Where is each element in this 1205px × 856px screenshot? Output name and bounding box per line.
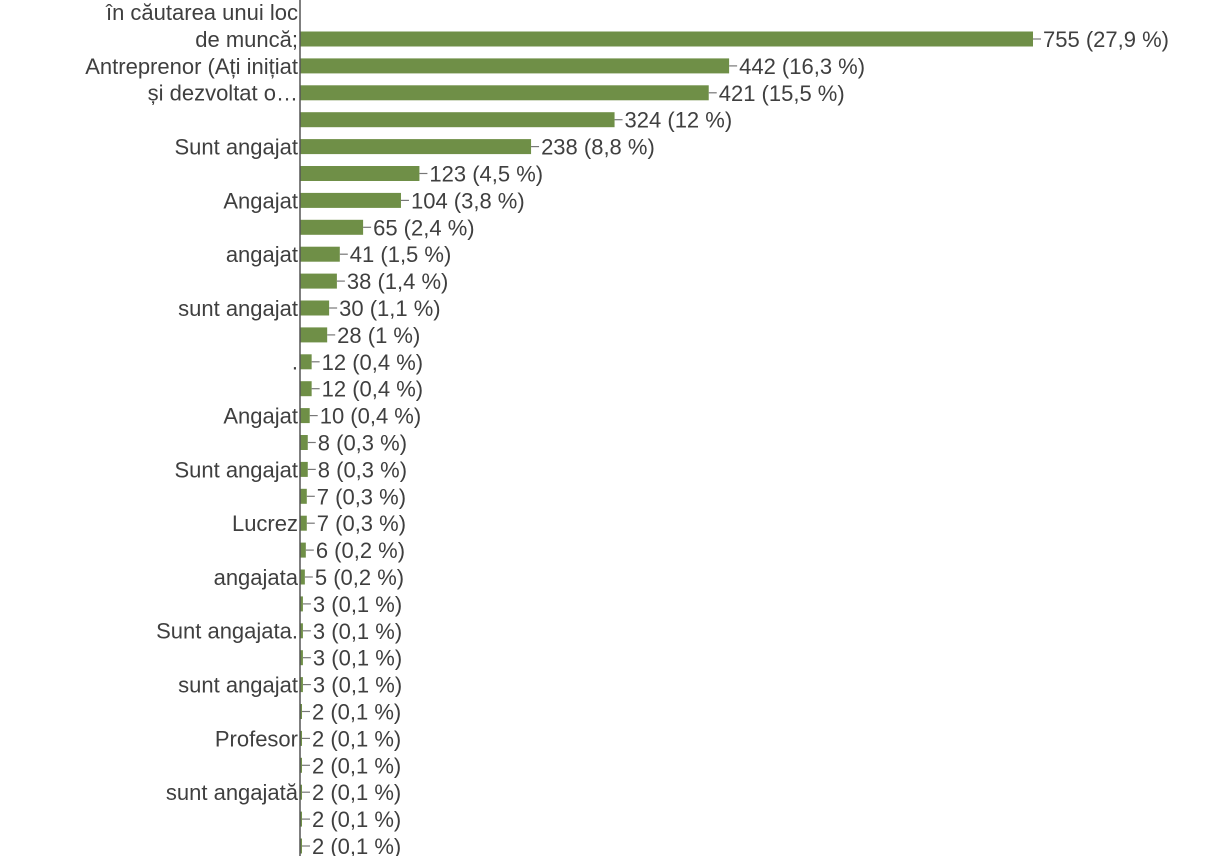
data-label: 3 (0,1 %) bbox=[313, 646, 402, 671]
data-label: 30 (1,1 %) bbox=[339, 296, 441, 321]
category-label: Lucrez bbox=[232, 511, 298, 536]
category-label: sunt angajat bbox=[178, 673, 298, 698]
bar bbox=[300, 730, 302, 746]
category-label: Sunt angajata. bbox=[156, 619, 298, 644]
bar bbox=[300, 515, 307, 531]
data-label: 324 (12 %) bbox=[625, 108, 733, 133]
bar bbox=[300, 246, 340, 262]
bar bbox=[300, 192, 401, 208]
data-label: 442 (16,3 %) bbox=[739, 54, 865, 79]
bar bbox=[300, 811, 302, 827]
bar bbox=[300, 461, 308, 477]
bar bbox=[300, 58, 730, 74]
data-label: 8 (0,3 %) bbox=[318, 457, 407, 482]
category-label: Sunt angajat bbox=[174, 457, 298, 482]
bar bbox=[300, 166, 420, 181]
data-label: 65 (2,4 %) bbox=[373, 215, 475, 240]
data-label: 28 (1 %) bbox=[337, 323, 420, 348]
bar bbox=[300, 85, 709, 101]
bar bbox=[300, 838, 302, 854]
bar bbox=[300, 354, 312, 370]
bars-layer bbox=[300, 31, 1041, 854]
data-label: 5 (0,2 %) bbox=[315, 565, 404, 590]
data-label: 104 (3,8 %) bbox=[411, 188, 525, 213]
bar bbox=[300, 139, 532, 155]
category-label: Profesor bbox=[215, 726, 298, 751]
data-label: 38 (1,4 %) bbox=[347, 269, 449, 294]
bar bbox=[300, 300, 330, 316]
category-label: Angajat bbox=[223, 404, 298, 429]
data-label: 123 (4,5 %) bbox=[429, 162, 543, 187]
bar bbox=[300, 435, 308, 450]
bar bbox=[300, 381, 312, 397]
bar bbox=[300, 596, 303, 612]
category-label: de muncă; bbox=[195, 27, 298, 52]
data-label: 7 (0,3 %) bbox=[317, 511, 406, 536]
data-label: 2 (0,1 %) bbox=[312, 700, 401, 725]
data-label: 2 (0,1 %) bbox=[312, 834, 401, 856]
bar bbox=[300, 569, 305, 585]
category-label: și dezvoltat o… bbox=[148, 81, 298, 106]
bar bbox=[300, 31, 1033, 47]
data-label: 238 (8,8 %) bbox=[541, 135, 655, 160]
data-label: 3 (0,1 %) bbox=[313, 673, 402, 698]
category-label: . bbox=[292, 350, 298, 375]
data-label: 3 (0,1 %) bbox=[313, 619, 402, 644]
category-label: sunt angajat bbox=[178, 296, 298, 321]
category-label: Sunt angajat bbox=[174, 135, 298, 160]
bar bbox=[300, 273, 337, 289]
bar bbox=[300, 677, 303, 693]
bar bbox=[300, 704, 302, 719]
bar bbox=[300, 488, 307, 504]
category-label: Angajat bbox=[223, 188, 298, 213]
bar bbox=[300, 542, 306, 558]
data-label: 3 (0,1 %) bbox=[313, 592, 402, 617]
bar bbox=[300, 408, 310, 424]
data-label: 6 (0,2 %) bbox=[316, 538, 405, 563]
bar bbox=[300, 650, 303, 666]
category-label: angajat bbox=[226, 242, 298, 267]
data-label: 8 (0,3 %) bbox=[318, 431, 407, 456]
data-label: 10 (0,4 %) bbox=[320, 404, 422, 429]
data-label: 12 (0,4 %) bbox=[322, 350, 424, 375]
bar bbox=[300, 623, 303, 639]
data-label: 41 (1,5 %) bbox=[350, 242, 452, 267]
category-label: în căutarea unui loc bbox=[105, 0, 298, 25]
data-label: 2 (0,1 %) bbox=[312, 753, 401, 778]
data-label: 2 (0,1 %) bbox=[312, 807, 401, 832]
data-label: 2 (0,1 %) bbox=[312, 726, 401, 751]
category-label: angajata bbox=[214, 565, 299, 590]
bar bbox=[300, 112, 615, 128]
bar bbox=[300, 784, 302, 800]
data-label: 421 (15,5 %) bbox=[719, 81, 845, 106]
data-label: 7 (0,3 %) bbox=[317, 484, 406, 509]
data-label: 12 (0,4 %) bbox=[322, 377, 424, 402]
data-label: 2 (0,1 %) bbox=[312, 780, 401, 805]
bar bbox=[300, 327, 328, 343]
category-label: sunt angajată bbox=[166, 780, 299, 805]
bar bbox=[300, 219, 364, 235]
data-label: 755 (27,9 %) bbox=[1043, 27, 1169, 52]
data-labels: 755 (27,9 %) 442 (16,3 %)421 (15,5 %)324 … bbox=[312, 27, 1169, 856]
bar bbox=[300, 757, 302, 773]
category-label: Antreprenor (Ați inițiat bbox=[85, 54, 298, 79]
